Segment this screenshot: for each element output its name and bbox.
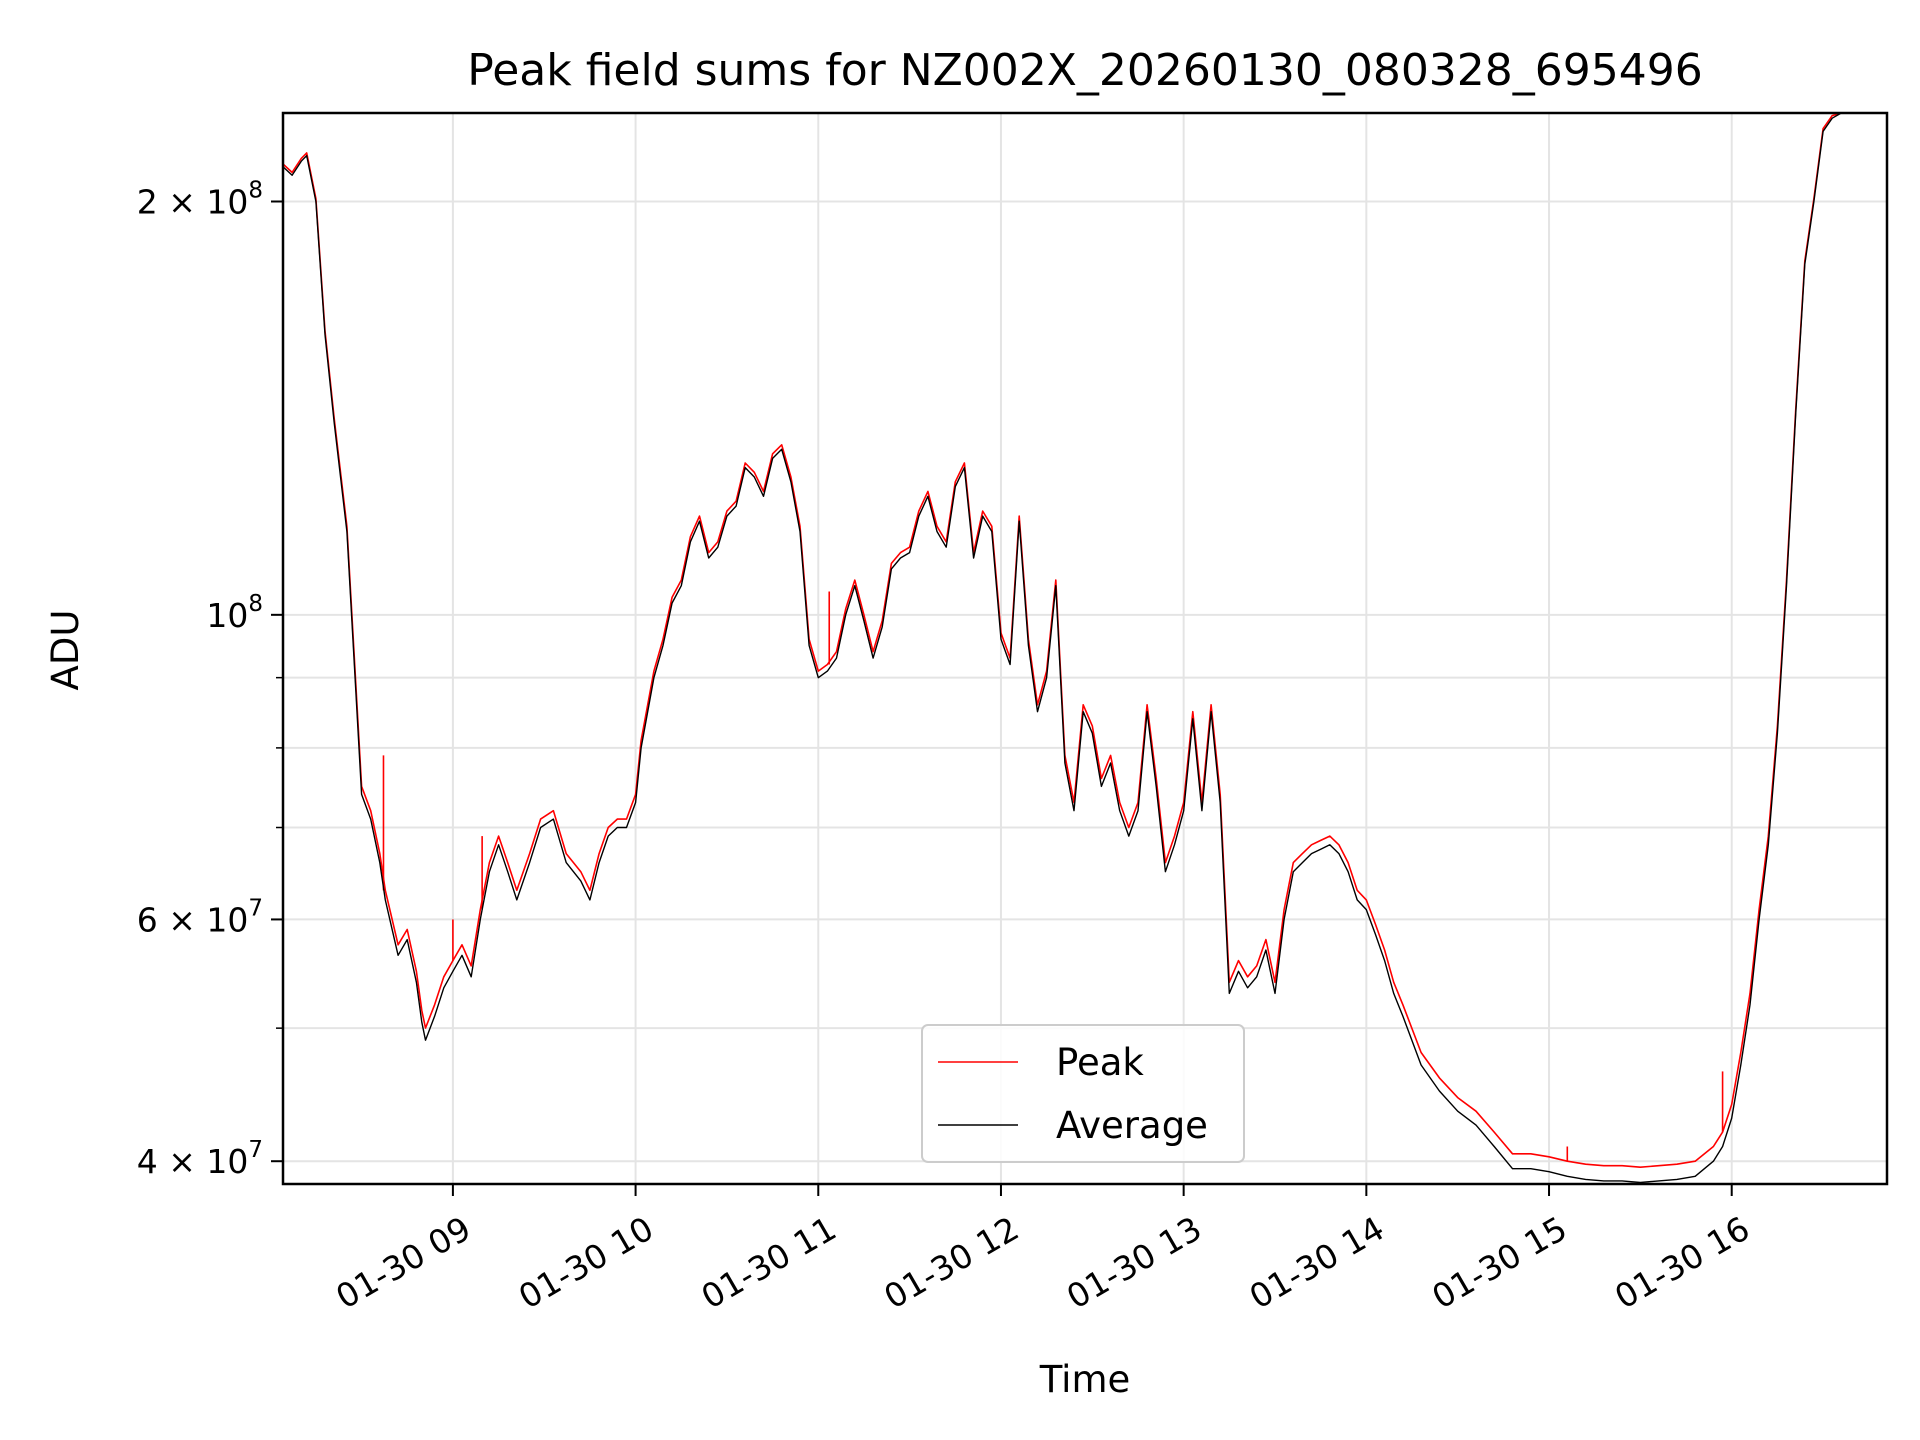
y-tick-label: 6 × 107	[137, 895, 263, 939]
y-tick-mantissa: 6	[137, 900, 158, 939]
legend: Peak Average	[921, 1024, 1245, 1163]
legend-label-peak: Peak	[1056, 1041, 1144, 1084]
y-tick-label: 4 × 107	[137, 1137, 263, 1181]
y-tick-mantissa: 2	[137, 183, 158, 222]
y-tick-exponent: 8	[248, 591, 263, 617]
x-axis-label: Time	[1039, 1358, 1131, 1401]
y-axis-label: ADU	[44, 610, 87, 691]
y-tick-times: × 10	[158, 183, 249, 222]
y-tick-times: × 10	[158, 900, 249, 939]
legend-label-average: Average	[1056, 1104, 1208, 1147]
y-tick-exponent: 7	[248, 895, 263, 921]
y-tick-times: × 10	[158, 1142, 249, 1181]
y-tick-label: 2 × 108	[137, 178, 263, 222]
plot-area-frame	[281, 111, 1889, 1186]
y-tick-mantissa: 4	[137, 1142, 158, 1181]
y-tick-exponent: 7	[248, 1137, 263, 1163]
chart-title: Peak field sums for NZ002X_20260130_0803…	[467, 45, 1703, 96]
series-layer	[282, 112, 1851, 1184]
series-line-average	[282, 112, 1851, 1184]
y-tick-label: 108	[206, 591, 263, 635]
legend-box	[921, 1024, 1245, 1163]
y-tick-base: 10	[206, 596, 248, 635]
y-tick-exponent: 8	[248, 178, 263, 204]
